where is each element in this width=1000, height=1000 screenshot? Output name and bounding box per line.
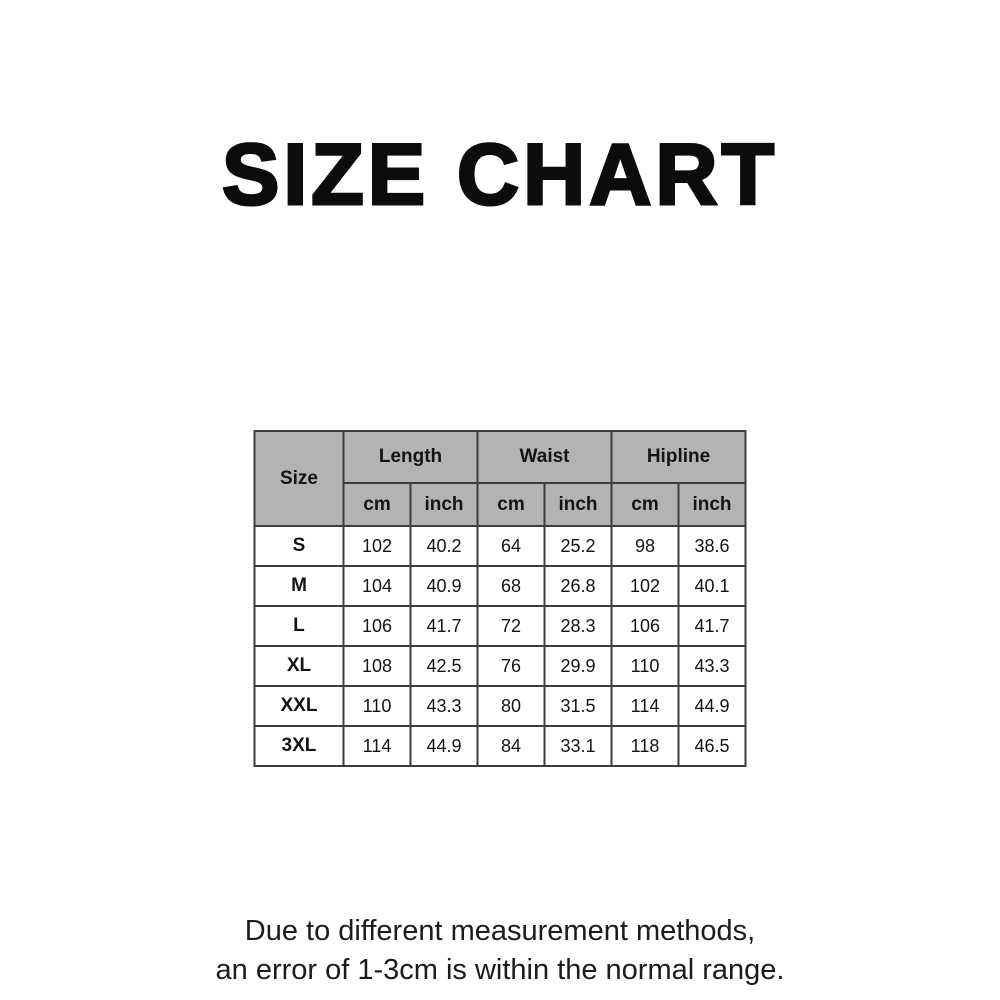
table-row-m: M 104 40.9 68 26.8 102 40.1 <box>253 565 747 607</box>
cell-length-cm: 104 <box>342 565 412 607</box>
cell-waist-inch: 31.5 <box>543 685 613 727</box>
cell-waist-inch: 26.8 <box>543 565 613 607</box>
cell-length-cm: 108 <box>342 645 412 687</box>
unit-length-cm: cm <box>342 482 412 527</box>
cell-hipline-cm: 98 <box>610 525 680 567</box>
cell-waist-cm: 76 <box>476 645 546 687</box>
cell-length-inch: 43.3 <box>409 685 479 727</box>
cell-hipline-cm: 114 <box>610 685 680 727</box>
header-unit-row: cm inch cm inch cm inch <box>254 482 747 527</box>
header-size: Size <box>253 430 345 527</box>
table-row-l: L 106 41.7 72 28.3 106 41.7 <box>253 605 747 647</box>
header-waist: Waist <box>476 430 613 484</box>
size-label: S <box>253 525 345 567</box>
unit-hipline-inch: inch <box>677 482 747 527</box>
size-label: L <box>253 605 345 647</box>
unit-waist-inch: inch <box>543 482 613 527</box>
size-label: XXL <box>253 685 345 727</box>
measurement-note: Due to different measurement methods, an… <box>0 912 1000 990</box>
note-line-1: Due to different measurement methods, <box>244 915 756 947</box>
table-row-xl: XL 108 42.5 76 29.9 110 43.3 <box>253 645 747 687</box>
size-label: XL <box>253 645 345 687</box>
cell-hipline-inch: 46.5 <box>677 725 747 767</box>
cell-length-inch: 44.9 <box>409 725 479 767</box>
table-row-3xl: 3XL 114 44.9 84 33.1 118 46.5 <box>253 725 747 767</box>
cell-hipline-cm: 106 <box>610 605 680 647</box>
header-hipline: Hipline <box>610 430 747 484</box>
cell-hipline-inch: 40.1 <box>677 565 747 607</box>
header-length: Length <box>342 430 479 484</box>
cell-length-cm: 110 <box>342 685 412 727</box>
cell-length-cm: 106 <box>342 605 412 647</box>
cell-length-cm: 114 <box>342 725 412 767</box>
cell-hipline-inch: 41.7 <box>677 605 747 647</box>
cell-hipline-inch: 43.3 <box>677 645 747 687</box>
cell-length-inch: 40.9 <box>409 565 479 607</box>
cell-waist-cm: 84 <box>476 725 546 767</box>
page-title: SIZE CHART <box>221 126 778 225</box>
cell-waist-cm: 72 <box>476 605 546 647</box>
unit-hipline-cm: cm <box>610 482 680 527</box>
cell-waist-cm: 64 <box>476 525 546 567</box>
cell-length-inch: 41.7 <box>409 605 479 647</box>
cell-length-inch: 40.2 <box>409 525 479 567</box>
cell-waist-cm: 80 <box>476 685 546 727</box>
cell-waist-inch: 29.9 <box>543 645 613 687</box>
size-label: 3XL <box>253 725 345 767</box>
cell-waist-cm: 68 <box>476 565 546 607</box>
table-row-s: S 102 40.2 64 25.2 98 38.6 <box>253 525 747 567</box>
cell-hipline-cm: 110 <box>610 645 680 687</box>
cell-length-cm: 102 <box>342 525 412 567</box>
cell-hipline-inch: 44.9 <box>677 685 747 727</box>
size-chart-table: Size Length Waist Hipline cm inch cm inc… <box>253 430 747 767</box>
cell-hipline-cm: 118 <box>610 725 680 767</box>
unit-waist-cm: cm <box>476 482 546 527</box>
cell-length-inch: 42.5 <box>409 645 479 687</box>
size-label: M <box>253 565 345 607</box>
cell-waist-inch: 25.2 <box>543 525 613 567</box>
note-line-2: an error of 1-3cm is within the normal r… <box>215 954 785 986</box>
cell-waist-inch: 33.1 <box>543 725 613 767</box>
cell-waist-inch: 28.3 <box>543 605 613 647</box>
table-row-xxl: XXL 110 43.3 80 31.5 114 44.9 <box>253 685 747 727</box>
cell-hipline-inch: 38.6 <box>677 525 747 567</box>
unit-length-inch: inch <box>409 482 479 527</box>
header-group-row: Size Length Waist Hipline <box>253 430 747 527</box>
cell-hipline-cm: 102 <box>610 565 680 607</box>
